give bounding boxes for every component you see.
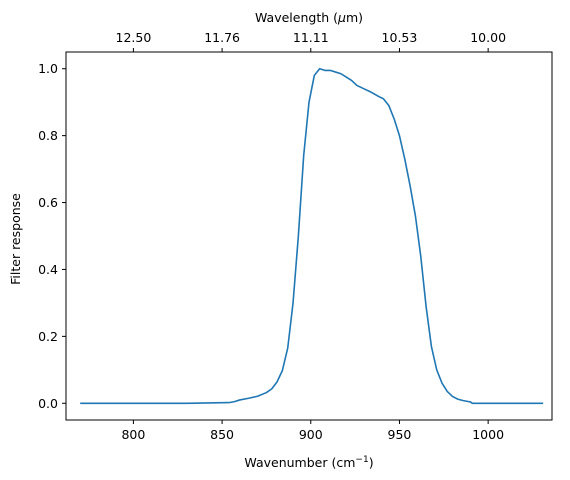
x-tick-label: 900 — [299, 427, 323, 442]
plot-axes: 800 850 900 950 1000 0.0 0.2 0.4 0.6 0.8 1.0 12.50 1… — [38, 30, 553, 442]
data-line — [80, 67, 544, 405]
top-tick-label: 11.11 — [293, 30, 329, 45]
x-tick-label: 1000 — [472, 427, 504, 442]
y-tick-label: 0.6 — [38, 195, 58, 210]
top-tick-label: 12.50 — [116, 30, 152, 45]
x-axis-title-superscript: −1 — [355, 455, 368, 465]
x-tick-label: 800 — [121, 427, 145, 442]
top-tick-label: 10.53 — [382, 30, 418, 45]
x-tick-label: 950 — [388, 427, 412, 442]
y-tick-label: 0.2 — [38, 329, 58, 344]
plot-frame — [65, 51, 553, 421]
y-axis-title: Filter response — [8, 193, 23, 285]
top-axis-title: Wavelength (μm) — [255, 10, 363, 25]
x-axis-title: Wavenumber (cm−1) — [244, 455, 373, 470]
x-tick-label: 850 — [210, 427, 234, 442]
top-tick-label: 10.00 — [470, 30, 506, 45]
y-tick-label: 0.4 — [38, 262, 58, 277]
y-tick-label: 0.8 — [38, 128, 58, 143]
top-tick-label: 11.76 — [204, 30, 240, 45]
y-tick-label: 1.0 — [38, 61, 58, 76]
y-tick-label: 0.0 — [38, 396, 58, 411]
